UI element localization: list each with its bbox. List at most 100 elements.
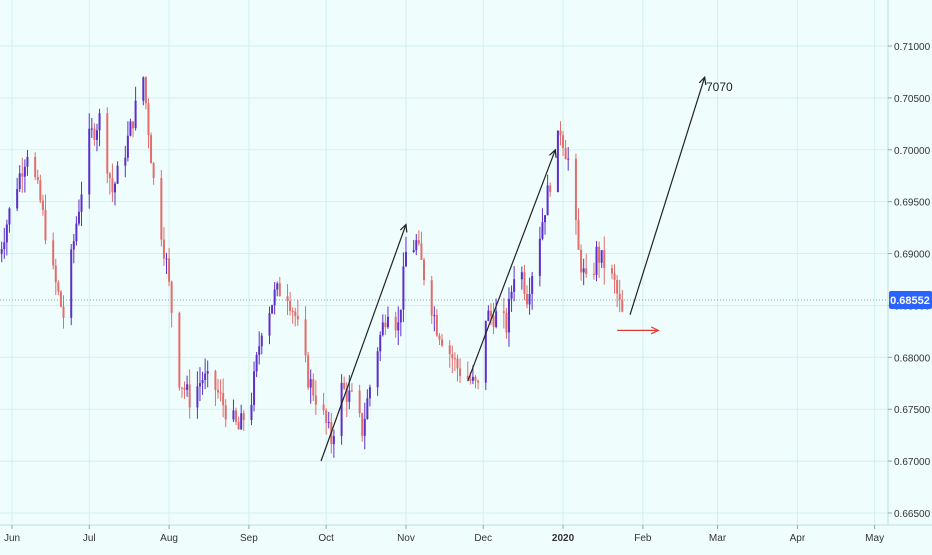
candle-up (135, 101, 137, 128)
candle-down (598, 247, 600, 263)
candle-up (472, 377, 474, 381)
candle-down (490, 311, 492, 316)
candle-down (37, 177, 39, 180)
candle-down (289, 301, 291, 311)
candle-down (503, 311, 505, 313)
y-tick-label: 0.67500 (894, 405, 931, 416)
candle-up (240, 413, 242, 429)
candle-down (243, 413, 245, 420)
candle-up (6, 224, 8, 242)
candle-up (124, 158, 126, 166)
candle-up (186, 384, 188, 389)
target-annotation-label: 7070 (706, 80, 733, 94)
candle-up (495, 311, 497, 327)
candle-up (88, 129, 90, 195)
x-tick-label: Dec (474, 533, 492, 544)
candle-up (276, 283, 278, 289)
candle-down (178, 313, 180, 388)
candle-up (402, 266, 404, 309)
candle-down (55, 266, 57, 283)
y-tick-label: 0.67000 (894, 457, 931, 468)
candle-up (400, 310, 402, 323)
candle-up (529, 294, 531, 304)
candle-up (433, 315, 435, 316)
candle-down (438, 336, 440, 340)
candle-down (454, 358, 456, 359)
candle-down (549, 185, 551, 191)
candle-down (181, 388, 183, 389)
y-tick-label: 0.68000 (894, 353, 931, 364)
candle-down (593, 274, 595, 275)
candle-down (359, 391, 361, 414)
candle-up (487, 311, 489, 321)
candle-down (603, 250, 605, 268)
candle-up (24, 167, 26, 177)
candle-up (99, 113, 101, 130)
last-price-badge: 0.68552 (889, 291, 932, 309)
candle-down (418, 240, 420, 243)
candle-down (436, 315, 438, 335)
candle-down (60, 292, 62, 307)
candle-up (271, 305, 273, 313)
y-tick-label: 0.70500 (894, 94, 931, 105)
candle-up (364, 419, 366, 436)
candle-down (456, 359, 458, 369)
candle-up (232, 410, 234, 419)
candle-up (387, 317, 389, 327)
candle-down (565, 148, 567, 159)
candle-up (601, 250, 603, 263)
candle-up (256, 355, 258, 371)
candle-down (420, 243, 422, 259)
candle-down (312, 379, 314, 395)
x-tick-label: Sep (240, 533, 258, 544)
candle-up (413, 250, 415, 252)
candle-down (297, 316, 299, 319)
candle-down (395, 317, 397, 331)
candle-up (117, 166, 119, 184)
candle-down (217, 390, 219, 393)
candle-down (39, 180, 41, 200)
y-tick-label: 0.69000 (894, 250, 931, 261)
candle-up (531, 276, 533, 294)
candle-down (235, 410, 237, 421)
x-tick-label: Aug (160, 533, 178, 544)
candle-down (323, 405, 325, 411)
y-tick-label: 0.69500 (894, 198, 931, 209)
y-tick-label: 0.71000 (894, 42, 931, 53)
candle-up (142, 77, 144, 100)
candle-down (621, 300, 623, 312)
candle-up (78, 212, 80, 224)
candle-up (405, 252, 407, 267)
candle-down (294, 312, 296, 316)
candle-down (451, 354, 453, 358)
candle-up (567, 159, 569, 160)
candle-up (199, 383, 201, 386)
candle-up (19, 173, 21, 189)
candle-up (333, 436, 335, 444)
candle-down (305, 319, 307, 355)
candle-up (70, 249, 72, 317)
x-tick-label: May (865, 533, 884, 544)
candle-up (521, 272, 523, 279)
candle-down (153, 163, 155, 178)
x-tick-label: Mar (709, 533, 727, 544)
candle-up (166, 258, 168, 259)
candle-up (328, 422, 330, 423)
y-tick-label: 0.70000 (894, 146, 931, 157)
candle-up (366, 398, 368, 419)
candle-down (325, 410, 327, 422)
candle-up (250, 405, 252, 420)
candle-down (184, 388, 186, 390)
candle-down (423, 260, 425, 280)
candle-up (379, 335, 381, 351)
candle-down (441, 340, 443, 346)
candle-up (253, 371, 255, 405)
candle-down (343, 383, 345, 389)
candle-up (547, 185, 549, 215)
candle-down (562, 135, 564, 148)
candle-up (583, 268, 585, 272)
x-tick-label: Feb (634, 533, 652, 544)
candle-down (93, 129, 95, 140)
